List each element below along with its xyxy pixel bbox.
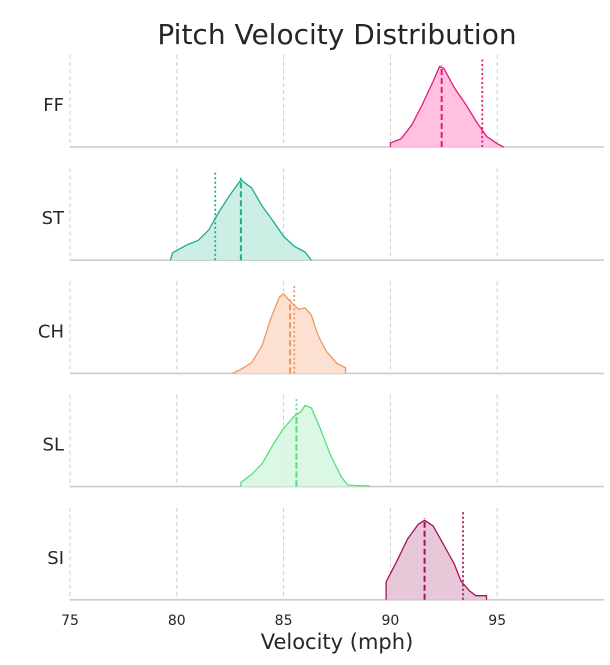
ridge-label-sl: SL <box>43 435 64 456</box>
x-tick-label: 85 <box>275 613 293 629</box>
density-fill-ff <box>390 66 504 147</box>
ridges-layer: FF ST CH SL SI <box>38 58 504 600</box>
x-tick-label: 95 <box>488 613 506 629</box>
x-axis-label: Velocity (mph) <box>261 630 414 654</box>
density-fill-sl <box>240 405 369 487</box>
x-axis: 75 80 85 90 95 <box>61 613 506 629</box>
ridge-label-ch: CH <box>38 321 64 342</box>
x-tick-label: 90 <box>381 613 399 629</box>
density-curve-si <box>385 519 488 600</box>
density-curve-st <box>169 178 312 261</box>
ridge-label-si: SI <box>47 548 64 569</box>
density-curve-ff <box>389 65 504 148</box>
density-curve-sl <box>240 404 370 487</box>
x-tick-label: 80 <box>168 613 186 629</box>
x-tick-label: 75 <box>61 613 79 629</box>
chart-title: Pitch Velocity Distribution <box>157 18 516 51</box>
ridge-label-st: ST <box>42 208 65 229</box>
grid-layer <box>69 55 604 601</box>
ridge-label-ff: FF <box>43 95 64 116</box>
density-fill-si <box>386 520 487 600</box>
density-fill-ch <box>232 293 346 374</box>
